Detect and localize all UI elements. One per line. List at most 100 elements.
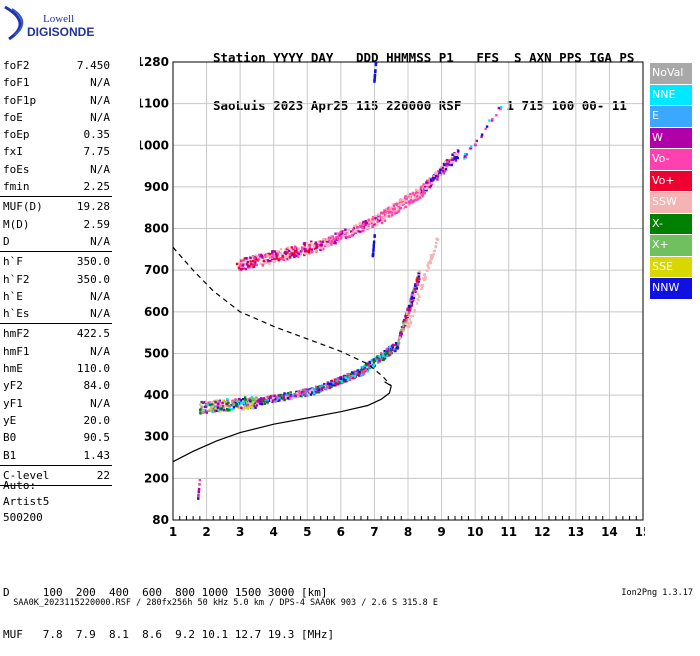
echo-point: [381, 218, 385, 222]
echo-point: [387, 209, 390, 212]
param-row: hmF1 N/A: [0, 343, 112, 360]
echo-point: [200, 405, 203, 408]
y-tick-label: 400: [144, 388, 169, 402]
echo-point: [377, 214, 380, 218]
echo-point: [311, 391, 314, 395]
echo-point: [407, 314, 410, 317]
echo-point: [302, 242, 306, 245]
echo-point: [262, 397, 265, 400]
echo-point: [330, 385, 333, 389]
echo-point: [411, 299, 414, 303]
echo-point: [239, 399, 243, 402]
echo-point: [368, 361, 372, 365]
echo-point: [405, 320, 408, 324]
echo-point: [451, 158, 455, 161]
echo-point: [234, 401, 237, 405]
echo-point: [401, 203, 404, 207]
echo-point: [369, 220, 373, 223]
echo-point: [377, 361, 380, 364]
echo-point: [376, 359, 379, 363]
echo-point: [286, 397, 290, 400]
echo-point: [438, 171, 442, 174]
y-tick-label: 300: [144, 430, 169, 444]
echo-point: [437, 172, 441, 176]
echo-point: [354, 231, 358, 235]
scaled-parameters-panel: foF2 7.450 foF1 N/A foF1p N/A foE N/A foEp 0.35 fx…: [0, 57, 112, 487]
echo-point: [298, 391, 301, 394]
echo-point: [373, 79, 376, 82]
echo-point: [342, 379, 345, 382]
x-tick-label: 7: [370, 525, 378, 539]
echo-point: [485, 125, 489, 128]
echo-point: [409, 320, 413, 324]
echo-point: [215, 399, 218, 402]
param-name: MUF(D): [3, 200, 43, 214]
echo-point: [362, 229, 365, 232]
echo-point: [306, 250, 309, 253]
echo-point: [404, 322, 407, 326]
echo-point: [271, 394, 274, 398]
echo-point: [371, 216, 375, 219]
echo-point: [243, 406, 247, 409]
param-row: h`E N/A: [0, 288, 112, 305]
auto-version: 500200: [3, 511, 43, 524]
param-name: hmF2: [3, 327, 30, 341]
echo-point: [226, 398, 229, 401]
echo-point: [372, 240, 376, 243]
echo-point: [362, 369, 365, 373]
ionogram-chart: 1234567891011121314158020030040050060070…: [140, 55, 645, 539]
param-row: MUF(D) 19.28: [0, 198, 112, 215]
echo-point: [245, 263, 248, 266]
echo-point: [359, 225, 362, 229]
param-value: 2.59: [83, 217, 111, 231]
echo-point: [383, 209, 387, 213]
echo-point: [352, 231, 355, 234]
echo-point: [304, 247, 308, 251]
echo-point: [395, 346, 398, 350]
echo-point: [424, 278, 427, 281]
echo-point: [340, 232, 343, 235]
echo-point: [319, 244, 322, 247]
echo-point: [394, 202, 397, 206]
param-value: 19.28: [76, 200, 110, 214]
param-value: N/A: [90, 76, 110, 90]
echo-point: [249, 403, 252, 406]
param-name: B1: [3, 448, 17, 462]
echo-point: [235, 403, 238, 406]
echo-point: [292, 248, 295, 251]
echo-point: [421, 285, 424, 288]
echo-point: [330, 239, 333, 242]
echo-point: [253, 256, 256, 260]
y-tick-label: 900: [144, 180, 169, 194]
echo-point: [429, 260, 432, 263]
echo-point: [339, 377, 343, 380]
echo-point: [415, 287, 419, 290]
echo-point: [346, 373, 350, 376]
echo-point: [420, 283, 424, 287]
echo-point: [283, 251, 286, 255]
echo-point: [361, 373, 365, 376]
echo-point: [273, 258, 276, 261]
auto-program: Artist5: [3, 495, 50, 508]
echo-point: [393, 212, 397, 215]
echo-point: [456, 156, 459, 160]
echo-point: [223, 408, 226, 412]
echo-point: [201, 401, 205, 405]
y-tick-label: 200: [144, 471, 169, 485]
echo-point: [208, 400, 211, 404]
x-tick-label: 12: [534, 525, 551, 539]
echo-point: [339, 237, 343, 240]
echo-point: [441, 166, 445, 169]
logo-line1: Lowell: [43, 13, 75, 25]
echo-point: [457, 149, 460, 153]
echo-point: [298, 392, 302, 395]
echo-point: [315, 385, 318, 388]
echo-point: [208, 403, 211, 406]
echo-point: [383, 349, 386, 353]
echo-point: [338, 377, 341, 380]
echo-point: [396, 346, 400, 349]
echo-point: [242, 407, 246, 411]
echo-point: [291, 248, 294, 251]
echo-point: [232, 405, 236, 409]
param-name: B0: [3, 431, 17, 445]
